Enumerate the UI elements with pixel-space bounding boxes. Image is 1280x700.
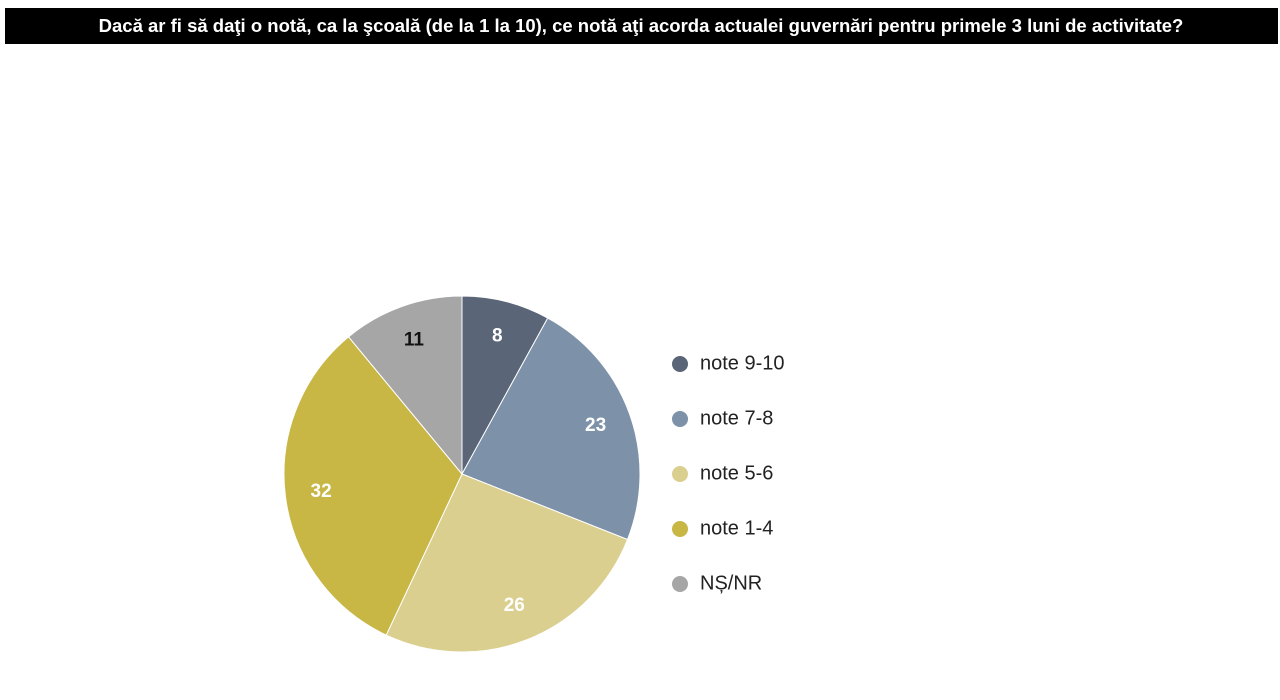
- legend-label: note 9-10: [700, 352, 785, 374]
- value-label: 11: [404, 329, 425, 350]
- legend-label: note 1-4: [700, 517, 773, 539]
- pie-slice: [461, 317, 641, 541]
- legend-marker: [672, 521, 688, 537]
- pie-slice: [347, 295, 463, 476]
- value-label: 26: [504, 595, 525, 616]
- legend-marker: [672, 576, 688, 592]
- value-label: 23: [585, 415, 606, 436]
- legend-label: note 5-6: [700, 462, 773, 484]
- legend-marker: [672, 356, 688, 372]
- chart-title: Dacă ar fi să daţi o notă, ca la şcoală …: [99, 15, 1184, 36]
- title-bar: [5, 8, 1278, 44]
- legend-marker: [672, 466, 688, 482]
- pie-slice: [283, 336, 463, 636]
- legend-label: NȘ/NR: [700, 572, 762, 594]
- pie-slice: [385, 473, 629, 653]
- pie-slice: [461, 295, 549, 475]
- legend-label: note 7-8: [700, 407, 773, 429]
- value-label: 8: [492, 325, 503, 346]
- value-label: 32: [311, 481, 332, 502]
- legend-marker: [672, 411, 688, 427]
